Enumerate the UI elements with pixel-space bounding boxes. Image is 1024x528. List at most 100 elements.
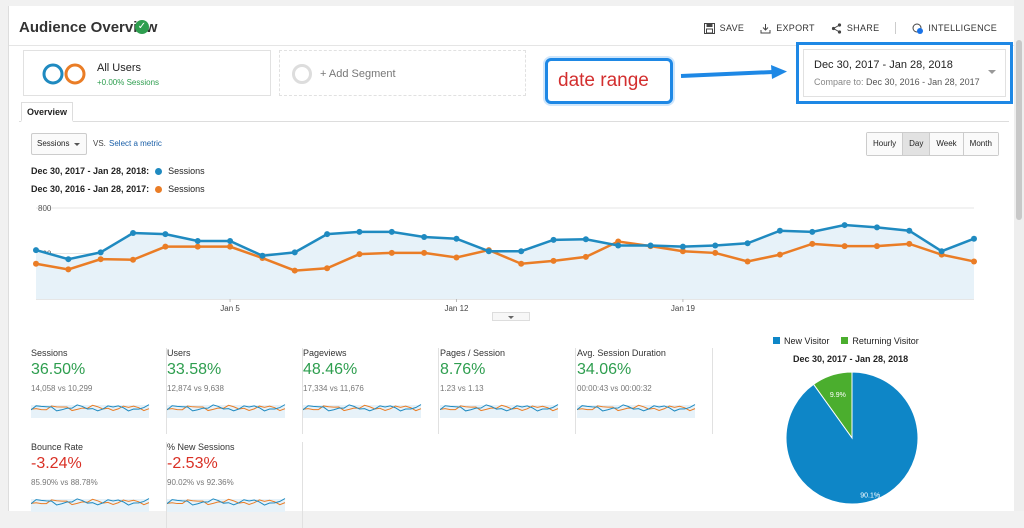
export-button[interactable]: EXPORT xyxy=(760,22,815,34)
date-range-annotation: date range xyxy=(545,58,673,104)
scrollbar-thumb[interactable] xyxy=(1016,40,1022,220)
annotation-text: date range xyxy=(558,70,649,91)
current-series-point xyxy=(65,256,72,263)
legend-previous-series: Sessions xyxy=(168,184,205,194)
granularity-month[interactable]: Month xyxy=(962,133,998,155)
metric-tile[interactable]: Sessions 36.50% 14,058 vs 10,299 xyxy=(31,348,167,434)
metric-dropdown-value: Sessions xyxy=(37,139,70,148)
current-series-point xyxy=(421,234,428,241)
intelligence-label: INTELLIGENCE xyxy=(928,23,997,33)
current-series-point xyxy=(550,236,557,243)
granularity-hourly[interactable]: Hourly xyxy=(867,133,903,155)
analytics-page: Audience Overview ✓ SAVE EXPORT SHARE IN… xyxy=(8,6,1015,528)
pie-legend-returning: Returning Visitor xyxy=(841,336,919,346)
current-series-point xyxy=(162,231,169,238)
previous-series-point xyxy=(421,249,428,256)
metric-tile[interactable]: Bounce Rate -3.24% 85.90% vs 88.78% xyxy=(31,442,167,528)
current-series-point xyxy=(971,235,977,242)
metric-compare: 00:00:43 vs 00:00:32 xyxy=(577,384,652,393)
metric-change: 34.06% xyxy=(577,361,632,378)
previous-series-point xyxy=(97,256,104,263)
chart-collapse-button[interactable] xyxy=(492,312,530,321)
share-button[interactable]: SHARE xyxy=(831,22,880,34)
current-series-point xyxy=(873,224,880,231)
metric-change: 8.76% xyxy=(440,361,486,378)
previous-series-point xyxy=(356,251,363,258)
page-scrollbar[interactable] xyxy=(1014,0,1024,511)
intelligence-button[interactable]: INTELLIGENCE xyxy=(912,22,997,34)
compare-label: Compare to: xyxy=(814,77,864,87)
previous-series-point xyxy=(550,257,557,264)
current-series-point xyxy=(776,227,783,234)
previous-series-point xyxy=(324,265,331,272)
export-label: EXPORT xyxy=(776,23,815,33)
metric-tile[interactable]: Pages / Session 8.76% 1.23 vs 1.13 xyxy=(440,348,576,434)
share-icon xyxy=(831,22,841,34)
empty-segment-ring-icon xyxy=(292,64,312,84)
select-metric-link[interactable]: Select a metric xyxy=(109,139,162,148)
pie-slice-new-visitor xyxy=(785,371,919,505)
metric-name: Users xyxy=(167,348,191,358)
current-series-point xyxy=(33,247,39,254)
sparkline-previous xyxy=(577,404,696,412)
pie-slice-label: 9.9% xyxy=(830,392,846,399)
metric-compare: 14,058 vs 10,299 xyxy=(31,384,93,393)
metric-change: -3.24% xyxy=(31,455,82,472)
current-series-point xyxy=(388,228,395,235)
segment-rings-icon xyxy=(42,63,86,85)
previous-series-point xyxy=(65,266,72,273)
annotation-arrow-icon xyxy=(680,65,787,79)
pie-slice-label: 90.1% xyxy=(860,493,880,500)
legend-previous-range: Dec 30, 2016 - Jan 28, 2017: xyxy=(31,184,150,194)
metric-name: Sessions xyxy=(31,348,68,358)
metric-change: -2.53% xyxy=(167,455,218,472)
metric-dropdown[interactable]: Sessions xyxy=(31,133,87,155)
current-series-point xyxy=(291,249,298,256)
date-range-value: Dec 30, 2017 - Jan 28, 2018 xyxy=(814,59,953,71)
metric-tile[interactable]: Pageviews 48.46% 17,334 vs 11,676 xyxy=(303,348,439,434)
x-tick-label: Jan 19 xyxy=(671,304,696,313)
metric-sparkline xyxy=(167,498,286,512)
add-segment-button[interactable]: + Add Segment xyxy=(279,50,526,96)
y-tick-label: 800 xyxy=(38,204,52,213)
metric-sparkline xyxy=(31,498,150,512)
current-series-point xyxy=(647,242,654,249)
visitor-pie-chart: 9.9% 90.1% xyxy=(785,371,919,505)
metric-name: Pages / Session xyxy=(440,348,506,358)
save-button[interactable]: SAVE xyxy=(703,22,745,34)
intelligence-icon xyxy=(912,23,924,34)
metric-compare: 1.23 vs 1.13 xyxy=(440,384,484,393)
export-icon xyxy=(760,23,771,33)
previous-series-point xyxy=(130,256,137,263)
granularity-toggle: Hourly Day Week Month xyxy=(866,132,999,156)
current-series-point xyxy=(841,222,848,229)
sparkline-current xyxy=(440,404,559,412)
previous-series-point xyxy=(679,248,686,255)
pie-title: Dec 30, 2017 - Jan 28, 2018 xyxy=(793,354,909,364)
current-series-point xyxy=(356,228,363,235)
sparkline-current xyxy=(31,404,150,412)
date-range-picker[interactable]: Dec 30, 2017 - Jan 28, 2018 Compare to: … xyxy=(796,42,1013,104)
previous-series-point xyxy=(906,240,913,247)
metric-tile[interactable]: % New Sessions -2.53% 90.02% vs 92.36% xyxy=(167,442,303,528)
compare-range: Dec 30, 2016 - Jan 28, 2017 xyxy=(866,77,980,87)
metric-change: 36.50% xyxy=(31,361,86,378)
segment-all-users[interactable]: All Users +0.00% Sessions xyxy=(23,50,271,96)
metric-tile[interactable]: Avg. Session Duration 34.06% 00:00:43 vs… xyxy=(577,348,713,434)
legend-current-series: Sessions xyxy=(168,166,205,176)
previous-series-point xyxy=(873,243,880,250)
current-series-point xyxy=(453,235,460,242)
granularity-day[interactable]: Day xyxy=(902,133,930,155)
current-series-point xyxy=(485,248,492,255)
current-series-point xyxy=(194,237,201,244)
tab-overview[interactable]: Overview xyxy=(21,102,73,122)
metric-tile[interactable]: Users 33.58% 12,874 vs 9,638 xyxy=(167,348,303,434)
current-series-area xyxy=(36,225,974,299)
metric-compare: 12,874 vs 9,638 xyxy=(167,384,224,393)
x-tick-label: Jan 12 xyxy=(444,304,469,313)
granularity-week[interactable]: Week xyxy=(929,133,963,155)
sparkline-previous xyxy=(167,498,286,506)
pie-legend-new: New Visitor xyxy=(773,336,829,346)
pie-legend-new-label: New Visitor xyxy=(784,336,830,346)
sparkline-previous xyxy=(31,498,150,506)
